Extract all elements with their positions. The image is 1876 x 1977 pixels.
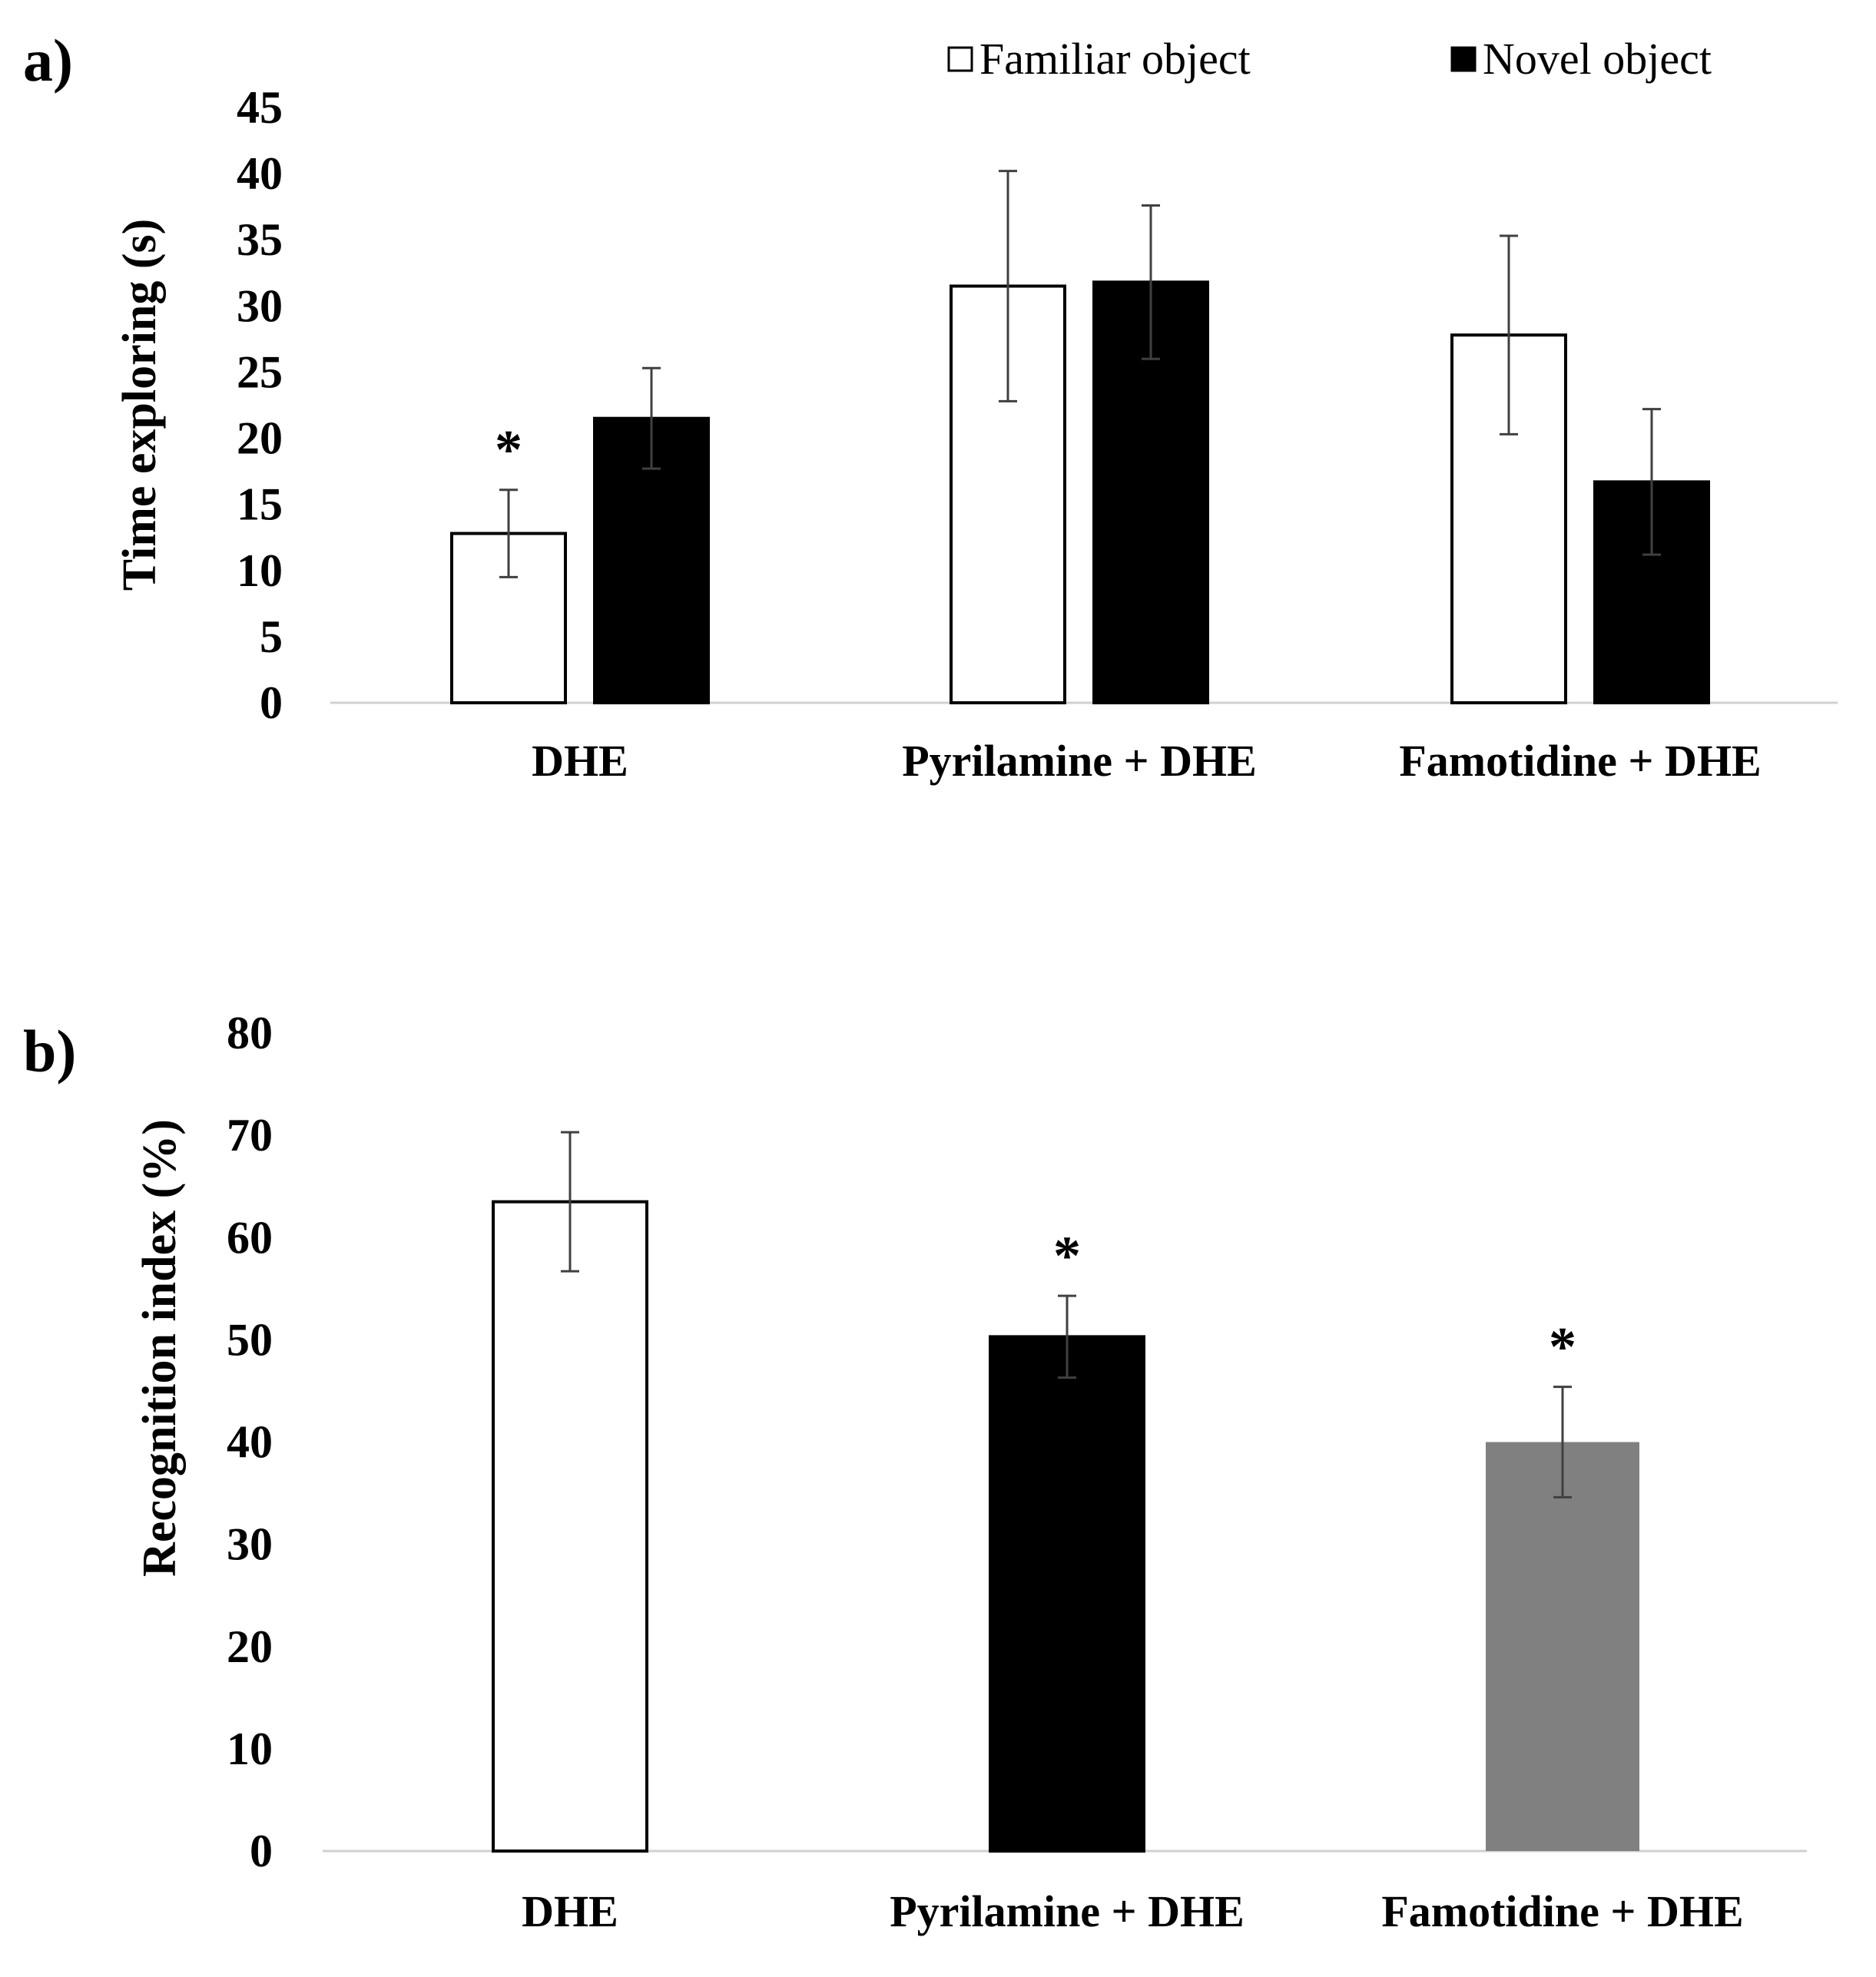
panel-b-category-label: Pyrilamine + DHE — [890, 1886, 1245, 1936]
panel-b-y-tick-label: 10 — [227, 1724, 273, 1774]
panel-b-y-axis-title: Recognition index (%) — [134, 1119, 186, 1577]
panel-a-category-label: DHE — [532, 736, 628, 786]
panel-b-y-tick-label: 80 — [227, 1008, 273, 1058]
panel-b-error-bars — [561, 1131, 1572, 1498]
panel-b-significance-marker: * — [1549, 1316, 1576, 1378]
panel-a-legend: Familiar object Novel object — [947, 34, 1712, 84]
panel-a-chart: a) Familiar object Novel object 0 5 10 15 20 2… — [23, 27, 1838, 786]
panel-b-significance-marker: * — [1053, 1225, 1081, 1287]
panel-a-y-tick-label: 0 — [260, 677, 283, 728]
panel-b-category-label: DHE — [522, 1886, 618, 1936]
panel-a-y-tick-label: 30 — [237, 280, 283, 331]
panel-b-y-tick-label: 30 — [227, 1519, 273, 1570]
legend-label-novel: Novel object — [1483, 34, 1712, 84]
panel-a-y-tick-label: 10 — [237, 545, 283, 596]
panel-b-y-ticks: 0 10 20 30 40 50 60 70 80 — [227, 1008, 273, 1876]
panel-a-y-tick-label: 40 — [237, 148, 283, 199]
panel-b-y-tick-label: 0 — [250, 1826, 273, 1876]
panel-b-y-tick-label: 40 — [227, 1417, 273, 1468]
panel-b-annotations: ** — [1053, 1225, 1576, 1377]
panel-a-y-tick-label: 25 — [237, 346, 283, 397]
panel-a-y-tick-label: 15 — [237, 479, 283, 530]
panel-a-error-bars — [499, 170, 1661, 578]
legend-swatch-familiar — [947, 46, 973, 72]
panel-a-category-label: Famotidine + DHE — [1399, 736, 1761, 786]
panel-a-annotations: * — [495, 419, 522, 481]
panel-a-significance-marker: * — [495, 419, 522, 481]
panel-b-bar — [492, 1200, 648, 1853]
panel-a-y-tick-label: 5 — [260, 611, 283, 662]
panel-b-bars — [492, 1200, 1639, 1853]
panel-a-y-tick-label: 20 — [237, 413, 283, 464]
panel-b-y-tick-label: 60 — [227, 1212, 273, 1263]
legend-label-familiar: Familiar object — [979, 34, 1251, 84]
panel-b-y-tick-label: 20 — [227, 1621, 273, 1672]
panel-b-bar — [989, 1335, 1145, 1853]
panel-b-categories: DHE Pyrilamine + DHE Famotidine + DHE — [522, 1886, 1743, 1936]
panel-a-categories: DHE Pyrilamine + DHE Famotidine + DHE — [532, 736, 1761, 786]
panel-a-y-tick-label: 45 — [237, 82, 283, 133]
panel-b-label: b) — [23, 1018, 76, 1085]
panel-a-category-label: Pyrilamine + DHE — [902, 736, 1257, 786]
panel-b-y-tick-label: 50 — [227, 1314, 273, 1365]
panel-b-bar — [1486, 1442, 1639, 1851]
legend-swatch-novel — [1450, 46, 1477, 72]
panel-a-label: a) — [23, 27, 73, 94]
panel-a-y-ticks: 0 5 10 15 20 25 30 35 40 45 — [237, 82, 283, 728]
panel-a-y-axis-title: Time exploring (s) — [114, 219, 166, 591]
panel-a-y-tick-label: 35 — [237, 214, 283, 265]
panel-a-bars — [450, 280, 1710, 705]
panel-b-y-tick-label: 70 — [227, 1110, 273, 1161]
panel-b-category-label: Famotidine + DHE — [1381, 1886, 1743, 1936]
